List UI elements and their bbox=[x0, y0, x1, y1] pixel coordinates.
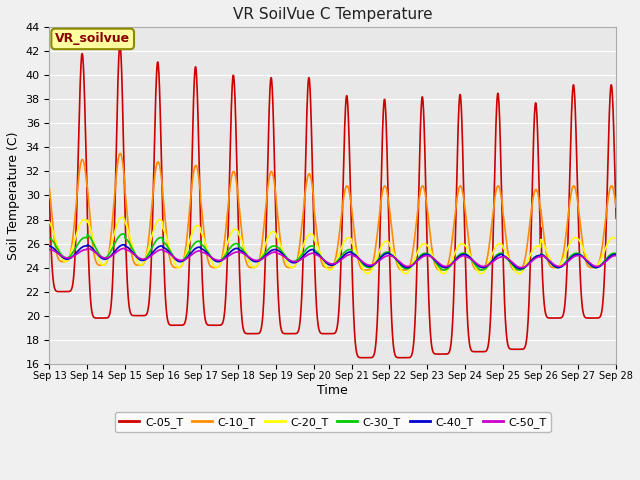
Y-axis label: Soil Temperature (C): Soil Temperature (C) bbox=[7, 131, 20, 260]
Title: VR SoilVue C Temperature: VR SoilVue C Temperature bbox=[233, 7, 433, 22]
Legend: C-05_T, C-10_T, C-20_T, C-30_T, C-40_T, C-50_T: C-05_T, C-10_T, C-20_T, C-30_T, C-40_T, … bbox=[115, 412, 550, 432]
X-axis label: Time: Time bbox=[317, 384, 348, 397]
Text: VR_soilvue: VR_soilvue bbox=[55, 33, 131, 46]
